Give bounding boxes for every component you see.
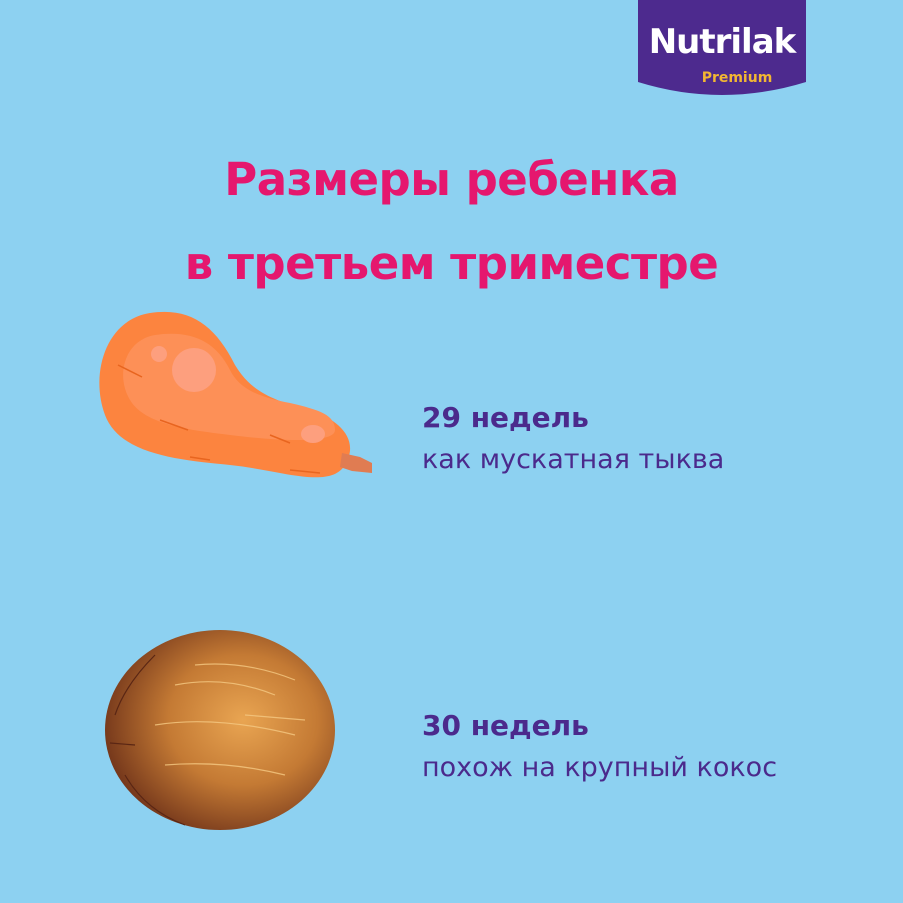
weeks-label: 30 недель	[422, 709, 589, 742]
logo-name: Nutrilak	[648, 22, 797, 62]
nutrilak-logo: Nutrilak Premium	[638, 0, 806, 98]
description: похож на крупный кокос	[422, 752, 778, 783]
page-title: Размеры ребенка в третьем триместре	[0, 138, 903, 306]
weeks-label: 29 недель	[422, 401, 589, 434]
butternut-squash-icon	[99, 311, 372, 478]
item-30-weeks: 30 недель похож на крупный кокос	[422, 706, 777, 790]
item-29-weeks: 29 недель как мускатная тыква	[422, 398, 724, 482]
logo-sub: Premium	[701, 70, 773, 86]
title-line-1: Размеры ребенка	[224, 153, 679, 206]
logo-badge	[638, 0, 806, 95]
coconut-icon	[105, 630, 335, 830]
description: как мускатная тыква	[422, 444, 725, 475]
title-line-2: в третьем триместре	[184, 237, 719, 290]
